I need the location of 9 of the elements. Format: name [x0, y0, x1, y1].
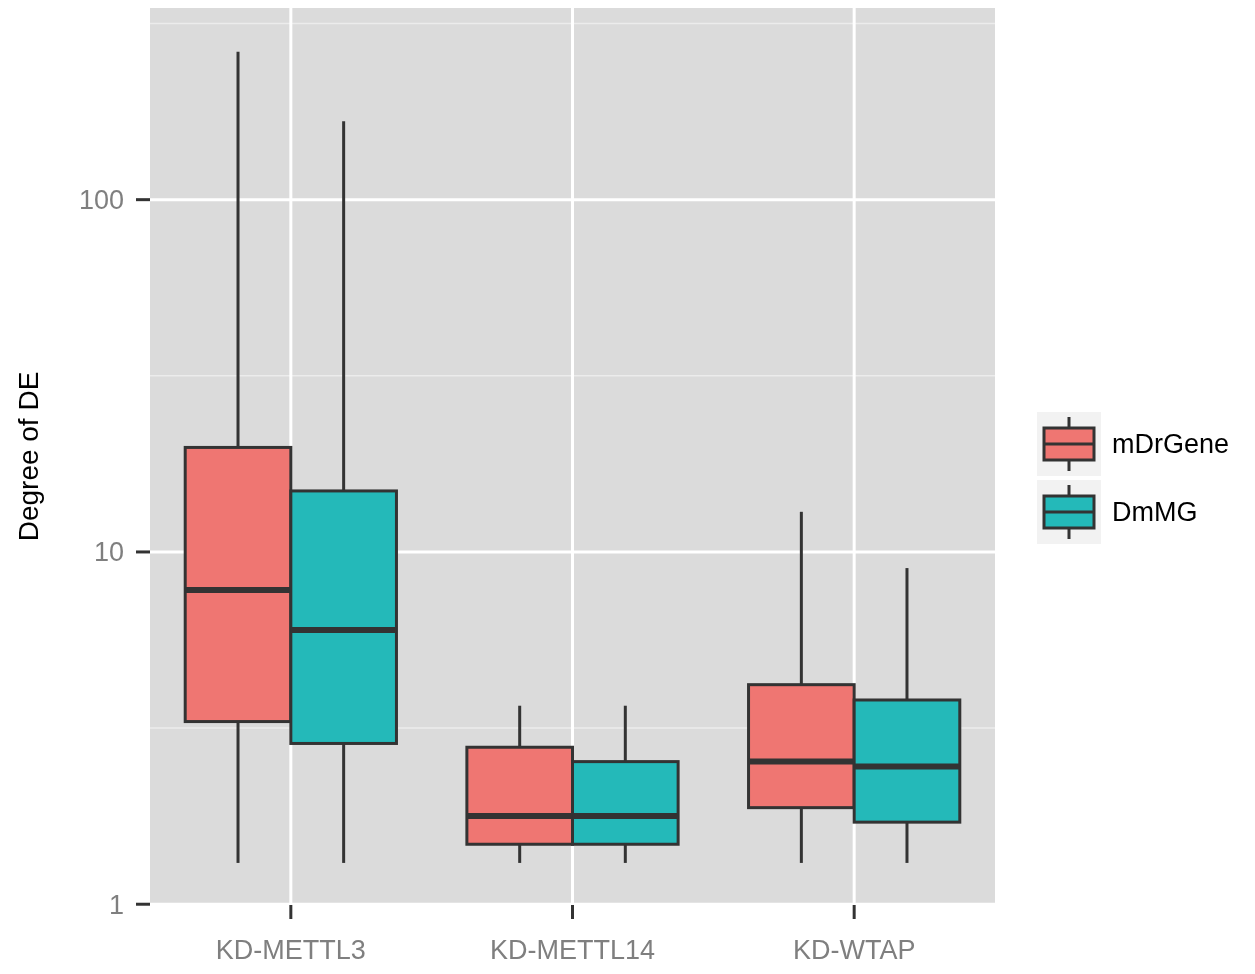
x-tick-label: KD-METTL14	[489, 935, 656, 965]
legend-label: DmMG	[1112, 497, 1198, 528]
y-tick-label: 1	[108, 889, 124, 920]
y-axis-title: Degree of DE	[13, 371, 44, 542]
x-tick-label: KD-METTL3	[215, 935, 366, 965]
legend-label: mDrGene	[1112, 429, 1230, 460]
y-tick-label: 100	[78, 185, 124, 216]
y-tick-label: 10	[93, 537, 124, 568]
x-tick-label: KD-WTAP	[792, 935, 916, 965]
